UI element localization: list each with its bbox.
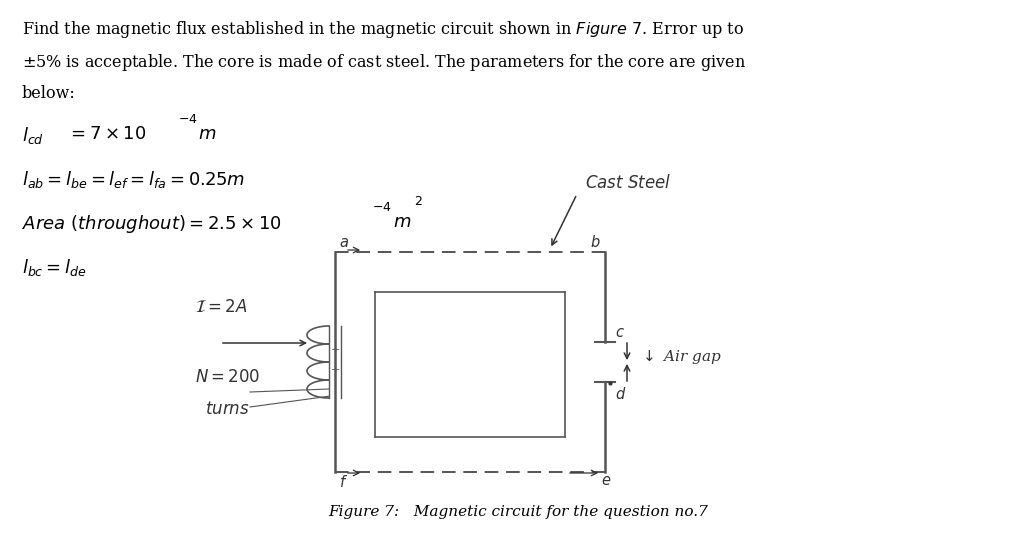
Text: $d$: $d$ — [615, 386, 626, 402]
Text: $m$: $m$ — [393, 213, 411, 231]
Text: $\pm$5% is acceptable. The core is made of cast steel. The parameters for the co: $\pm$5% is acceptable. The core is made … — [22, 52, 746, 73]
Text: $f$: $f$ — [339, 474, 348, 490]
Text: $c$: $c$ — [615, 326, 625, 340]
Text: below:: below: — [22, 85, 76, 102]
Text: Find the magnetic flux established in the magnetic circuit shown in $\mathit{Fig: Find the magnetic flux established in th… — [22, 19, 744, 40]
Text: $-4$: $-4$ — [178, 113, 198, 126]
Text: $= 7 \times 10$: $= 7 \times 10$ — [67, 125, 146, 143]
Text: $\downarrow$ Air gap: $\downarrow$ Air gap — [640, 348, 721, 366]
Text: $a$: $a$ — [339, 236, 349, 250]
Text: $e$: $e$ — [601, 474, 612, 488]
Text: +: + — [330, 345, 339, 355]
Text: $b$: $b$ — [590, 234, 601, 250]
Text: $l_{bc} = l_{de}$: $l_{bc} = l_{de}$ — [22, 257, 87, 278]
Text: $-4$: $-4$ — [372, 201, 391, 214]
Text: $l_{ab} = l_{be} = l_{ef} = l_{fa} = 0.25m$: $l_{ab} = l_{be} = l_{ef} = l_{fa} = 0.2… — [22, 169, 244, 190]
Text: $2$: $2$ — [414, 195, 422, 208]
Text: Figure 7:   Magnetic circuit for the question no.7: Figure 7: Magnetic circuit for the quest… — [328, 505, 708, 519]
Text: $N=200$: $N=200$ — [195, 369, 261, 386]
Text: $m$: $m$ — [198, 125, 216, 143]
Text: $turns$: $turns$ — [205, 400, 249, 417]
Text: $l_{cd}$: $l_{cd}$ — [22, 125, 45, 146]
Text: $\mathcal{I}=2A$: $\mathcal{I}=2A$ — [195, 300, 247, 317]
Text: +: + — [330, 365, 339, 375]
Text: $\mathit{Area\ (throughout)} = 2.5 \times 10$: $\mathit{Area\ (throughout)} = 2.5 \time… — [22, 213, 282, 235]
Text: $Cast\ Steel$: $Cast\ Steel$ — [585, 174, 672, 192]
